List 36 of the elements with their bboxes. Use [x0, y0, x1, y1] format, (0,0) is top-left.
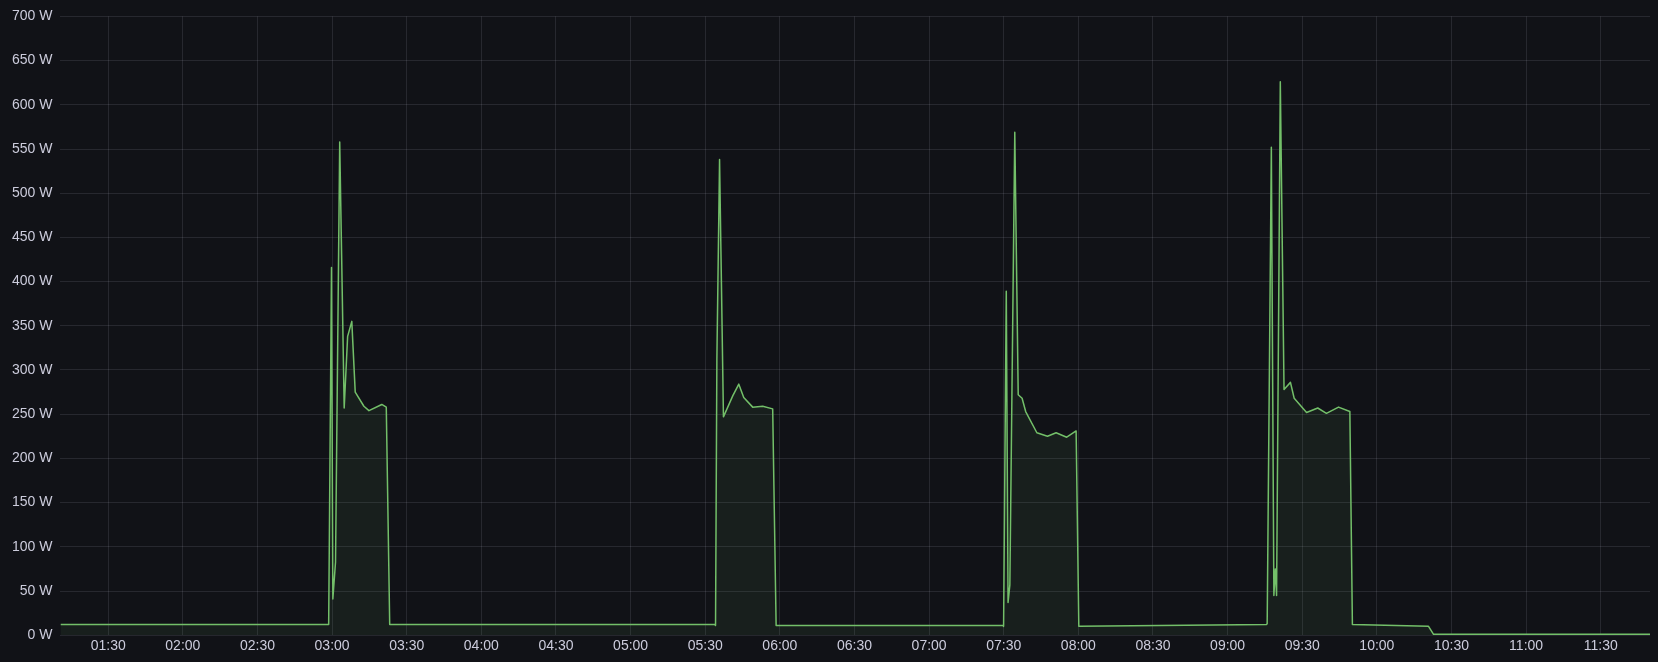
x-tick-label: 02:00	[165, 637, 201, 654]
x-tick-label: 11:00	[1509, 637, 1544, 654]
x-tick-label: 07:00	[911, 637, 947, 654]
x-tick-label: 06:00	[762, 637, 798, 654]
x-tick-label: 06:30	[836, 637, 873, 654]
x-tick-label: 04:00	[463, 637, 500, 654]
y-tick-label: 0 W	[27, 626, 54, 643]
x-tick-label: 11:30	[1583, 637, 1618, 654]
x-tick-label: 10:30	[1433, 637, 1470, 654]
y-tick-label: 150 W	[11, 493, 54, 510]
x-tick-label: 08:30	[1135, 637, 1171, 654]
y-tick-label: 450 W	[11, 228, 54, 245]
y-tick-label: 600 W	[11, 95, 54, 112]
x-tick-label: 01:30	[90, 637, 126, 654]
y-tick-label: 650 W	[11, 51, 54, 68]
y-tick-label: 550 W	[11, 139, 54, 156]
x-tick-label: 03:30	[389, 637, 425, 654]
y-tick-label: 50 W	[19, 581, 54, 598]
x-tick-label: 10:00	[1359, 637, 1395, 654]
x-tick-label: 08:00	[1060, 637, 1097, 654]
y-tick-label: 250 W	[11, 405, 54, 422]
x-tick-label: 05:30	[687, 637, 723, 654]
x-tick-label: 09:30	[1284, 637, 1320, 654]
x-tick-label: 05:00	[613, 637, 649, 654]
x-tick-label: 03:00	[314, 637, 350, 654]
y-tick-label: 200 W	[11, 449, 54, 466]
y-tick-label: 700 W	[11, 7, 54, 24]
y-tick-label: 400 W	[11, 272, 54, 289]
x-tick-label: 02:30	[239, 637, 276, 654]
y-tick-label: 300 W	[11, 360, 54, 377]
x-tick-label: 09:00	[1210, 637, 1246, 654]
x-tick-label: 07:30	[986, 637, 1022, 654]
y-tick-label: 500 W	[11, 184, 54, 201]
y-tick-label: 350 W	[11, 316, 54, 333]
x-tick-label: 04:30	[538, 637, 574, 654]
y-tick-label: 100 W	[11, 537, 54, 554]
